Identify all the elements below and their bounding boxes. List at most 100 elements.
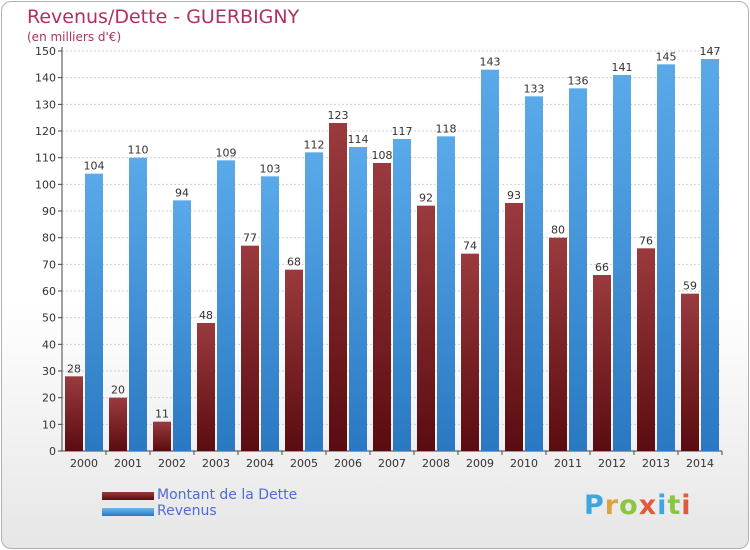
x-tick-label: 2004	[246, 457, 274, 470]
legend-swatch-dette	[102, 492, 154, 500]
legend: Montant de la Dette Revenus	[102, 487, 402, 520]
bar-dette	[285, 269, 303, 451]
x-tick-label: 2007	[378, 457, 406, 470]
legend-label-revenus: Revenus	[157, 503, 217, 519]
x-tick-label: 2010	[510, 457, 538, 470]
bar-dette	[197, 323, 215, 451]
data-label-revenus: 110	[128, 144, 149, 157]
data-label-dette: 92	[419, 192, 433, 205]
y-tick-label: 10	[42, 418, 56, 431]
data-label-dette: 80	[551, 224, 565, 237]
logo-letter: i	[657, 490, 668, 521]
data-label-dette: 76	[639, 234, 653, 247]
logo-letter: P	[584, 490, 605, 521]
bar-revenus	[437, 136, 455, 452]
logo-letter: x	[638, 490, 658, 521]
bar-revenus	[569, 88, 587, 451]
x-tick-label: 2013	[642, 457, 670, 470]
data-label-dette: 93	[507, 189, 521, 202]
y-tick-label: 20	[42, 392, 56, 405]
logo-letter: r	[604, 490, 620, 521]
bar-revenus	[481, 69, 499, 452]
bar-revenus	[217, 160, 235, 452]
y-tick-label: 150	[35, 45, 56, 58]
y-tick-label: 90	[42, 205, 56, 218]
x-tick-label: 2009	[466, 457, 494, 470]
chart-subtitle: (en milliers d'€)	[27, 30, 122, 44]
data-label-revenus: 103	[260, 162, 281, 175]
logo-letter: o	[619, 490, 639, 521]
proxiti-logo: Proxiti	[584, 490, 692, 521]
legend-item-revenus: Revenus	[102, 503, 402, 520]
bar-revenus	[393, 139, 411, 451]
data-label-dette: 59	[683, 280, 697, 293]
bar-dette	[241, 245, 259, 451]
x-tick-label: 2001	[114, 457, 142, 470]
data-label-revenus: 141	[612, 61, 633, 74]
bar-dette	[109, 397, 127, 451]
y-tick-label: 120	[35, 125, 56, 138]
data-label-revenus: 118	[436, 122, 457, 135]
y-tick-label: 40	[42, 338, 56, 351]
data-label-revenus: 94	[175, 186, 189, 199]
x-tick-label: 2002	[158, 457, 186, 470]
y-tick-label: 110	[35, 152, 56, 165]
data-label-dette: 68	[287, 256, 301, 269]
data-label-dette: 20	[111, 384, 125, 397]
y-tick-label: 130	[35, 98, 56, 111]
data-label-dette: 77	[243, 232, 257, 245]
x-tick-label: 2003	[202, 457, 230, 470]
bar-dette	[329, 123, 347, 451]
bar-revenus	[173, 200, 191, 451]
data-label-dette: 108	[372, 149, 393, 162]
bar-dette	[373, 163, 391, 451]
data-label-dette: 123	[328, 109, 349, 122]
y-tick-label: 140	[35, 72, 56, 85]
logo-letter: i	[681, 490, 692, 521]
data-label-revenus: 147	[700, 45, 721, 58]
y-tick-label: 30	[42, 365, 56, 378]
data-label-revenus: 117	[392, 125, 413, 138]
logo-letter: t	[667, 490, 682, 521]
bar-dette	[461, 253, 479, 451]
x-tick-label: 2008	[422, 457, 450, 470]
x-tick-label: 2006	[334, 457, 362, 470]
bar-dette	[65, 376, 83, 451]
x-tick-label: 2011	[554, 457, 582, 470]
x-tick-label: 2014	[686, 457, 714, 470]
bar-dette	[681, 293, 699, 451]
bar-revenus	[701, 59, 719, 451]
x-tick-label: 2012	[598, 457, 626, 470]
data-label-revenus: 114	[348, 133, 369, 146]
data-label-dette: 48	[199, 309, 213, 322]
bar-revenus	[261, 176, 279, 452]
bar-revenus	[613, 75, 631, 451]
bar-dette	[153, 421, 171, 451]
x-tick-label: 2005	[290, 457, 318, 470]
bar-dette	[549, 237, 567, 451]
y-tick-label: 50	[42, 312, 56, 325]
y-tick-label: 70	[42, 258, 56, 271]
bar-revenus	[349, 147, 367, 451]
bar-revenus	[85, 173, 103, 451]
legend-swatch-revenus	[102, 508, 154, 516]
data-label-dette: 66	[595, 261, 609, 274]
bar-revenus	[129, 157, 147, 451]
bar-dette	[505, 203, 523, 451]
data-label-dette: 74	[463, 240, 477, 253]
bar-revenus	[525, 96, 543, 451]
y-tick-label: 80	[42, 232, 56, 245]
data-label-revenus: 104	[84, 160, 105, 173]
data-label-revenus: 133	[524, 82, 545, 95]
y-tick-label: 100	[35, 178, 56, 191]
data-label-revenus: 112	[304, 138, 325, 151]
data-label-dette: 28	[67, 362, 81, 375]
legend-item-dette: Montant de la Dette	[102, 487, 402, 504]
legend-label-dette: Montant de la Dette	[157, 487, 298, 503]
data-label-dette: 11	[155, 408, 169, 421]
y-tick-label: 0	[49, 445, 56, 458]
bar-dette	[637, 248, 655, 451]
bar-dette	[417, 205, 435, 451]
